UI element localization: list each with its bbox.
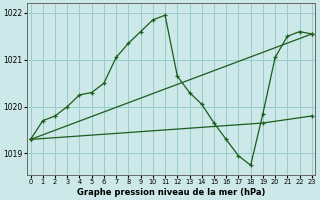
X-axis label: Graphe pression niveau de la mer (hPa): Graphe pression niveau de la mer (hPa)	[77, 188, 265, 197]
